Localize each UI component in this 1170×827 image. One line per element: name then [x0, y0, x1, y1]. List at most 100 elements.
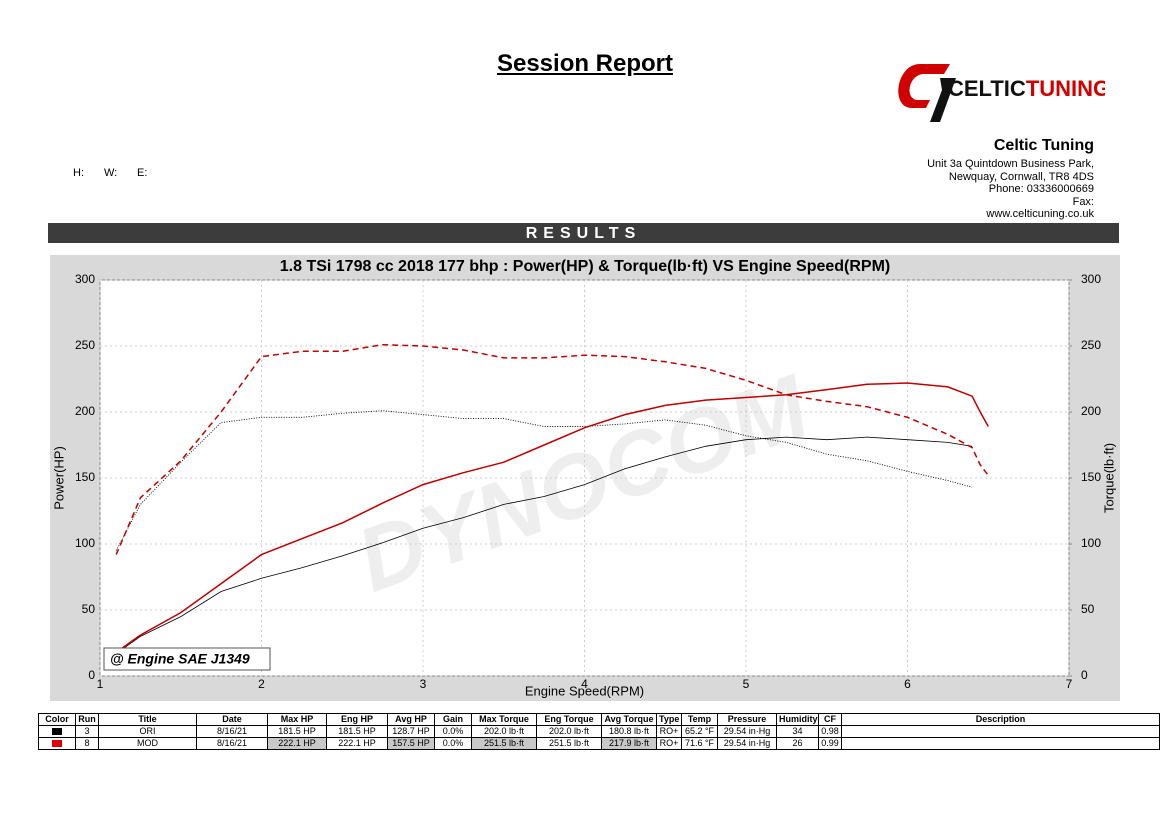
y-tick-label: 250 — [75, 338, 95, 352]
y2-axis-label: Torque(lb·ft) — [1101, 443, 1116, 513]
table-cell: 8 — [75, 737, 99, 750]
x-tick-label: 3 — [420, 677, 427, 691]
logo-part: CELTIC — [948, 76, 1026, 101]
x-axis-label: Engine Speed(RPM) — [525, 683, 644, 698]
company-line: Newquay, Cornwall, TR8 4DS — [948, 170, 1094, 183]
x-tick-label: 7 — [1066, 677, 1073, 691]
table-cell: 202.0 lb·ft — [471, 725, 537, 738]
table-cell: 217.9 lb·ft — [601, 737, 657, 750]
table-cell: RO+ — [656, 725, 682, 738]
run-table: Color Run Title Date Max HP Eng HP Avg HP Gain M… — [38, 713, 1160, 750]
field: E: — [137, 167, 148, 179]
color-swatch — [52, 740, 62, 748]
table-cell: 8/16/21 — [196, 725, 268, 738]
x-tick-label: 4 — [581, 677, 588, 691]
table-cell: 222.1 HP — [267, 737, 327, 750]
field: W: — [104, 167, 118, 179]
table-cell: 29.54 in·Hg — [717, 725, 777, 738]
y2-tick-label: 0 — [1081, 668, 1088, 682]
logo-text: CELTICTUNING — [948, 76, 1105, 101]
x-tick-label: 2 — [258, 677, 265, 691]
column-header: CF — [818, 713, 842, 726]
field: H: — [73, 167, 84, 179]
column-header: Avg HP — [387, 713, 435, 726]
annotation-box — [103, 647, 271, 671]
table-cell: 34 — [776, 725, 819, 738]
y2-tick-label: 150 — [1081, 470, 1101, 484]
y-tick-label: 200 — [75, 404, 95, 418]
chart-title: 1.8 TSi 1798 cc 2018 177 bhp : Power(HP)… — [280, 258, 891, 275]
table-cell: 71.6 °F — [681, 737, 718, 750]
column-header: Max Torque — [471, 713, 537, 726]
y-tick-label: 0 — [88, 668, 95, 682]
y2-tick-label: 200 — [1081, 404, 1101, 418]
y2-tick-label: 100 — [1081, 536, 1101, 550]
table-cell: 181.5 HP — [326, 725, 388, 738]
table-cell: MOD — [98, 737, 197, 750]
description-cell — [841, 737, 1160, 750]
column-header: Date — [196, 713, 268, 726]
y-axis-label: Power(HP) — [51, 446, 66, 510]
company-line: Fax: — [1072, 195, 1094, 208]
table-row: 3 ORI 8/16/21 181.5 HP 181.5 HP 128.7 HP 0.0% 2… — [38, 725, 1160, 738]
report-title-text: Session Report — [496, 50, 674, 77]
logo-mark — [930, 78, 956, 122]
column-header: Type — [656, 713, 682, 726]
column-header: Max HP — [267, 713, 327, 726]
data-line — [115, 343, 989, 555]
table-cell: 128.7 HP — [387, 725, 435, 738]
y2-tick-label: 50 — [1081, 602, 1095, 616]
table-cell: 3 — [75, 725, 99, 738]
column-header: Description — [841, 713, 1160, 726]
chart: 1.8 TSi 1798 cc 2018 177 bhp : Power(HP)… — [50, 255, 1120, 701]
table-cell: 202.0 lb·ft — [536, 725, 602, 738]
company: Celtic Tuning Unit 3a Quintdown Business … — [927, 136, 1094, 221]
section-bar: RESULTS — [48, 223, 1119, 243]
table-header: Color Run Title Date Max HP Eng HP Avg HP Gain M… — [38, 713, 1160, 726]
company-line: Celtic Tuning — [993, 137, 1094, 154]
column-header: Title — [98, 713, 197, 726]
column-header: Gain — [434, 713, 472, 726]
column-header: Eng Torque — [536, 713, 602, 726]
company-line: Phone: 03336000669 — [988, 183, 1094, 195]
table-cell: 181.5 HP — [267, 725, 327, 738]
company-line: Unit 3a Quintdown Business Park, — [927, 158, 1094, 170]
logo-mark — [898, 64, 950, 108]
x-tick-label: 6 — [904, 677, 911, 691]
company-line: www.celticuning.co.uk — [986, 208, 1094, 220]
table-cell: 222.1 HP — [326, 737, 388, 750]
description-cell — [841, 725, 1160, 738]
table-cell: 0.99 — [818, 737, 842, 750]
logo-part: TUNING — [1026, 76, 1105, 101]
column-header: Pressure — [717, 713, 777, 726]
table-cell: 29.54 in·Hg — [717, 737, 777, 750]
table-cell: RO+ — [656, 737, 682, 750]
y2-tick-label: 250 — [1081, 338, 1101, 352]
column-header: Temp — [681, 713, 718, 726]
column-header: Humidity — [776, 713, 819, 726]
table-cell: 180.8 lb·ft — [601, 725, 657, 738]
table-cell: 65.2 °F — [681, 725, 718, 738]
report-title: Session Report — [0, 50, 1170, 78]
table-cell: 251.5 lb·ft — [471, 737, 537, 750]
table-cell: ORI — [98, 725, 197, 738]
color-swatch — [52, 728, 62, 736]
table-cell: 0.98 — [818, 725, 842, 738]
table-cell: 26 — [776, 737, 819, 750]
column-header: Color — [38, 713, 76, 726]
y-tick-label: 100 — [75, 536, 95, 550]
annotation: @ Engine SAE J1349 — [110, 651, 250, 667]
column-header: Run — [75, 713, 99, 726]
logo: CELTICTUNING — [898, 64, 1105, 122]
y2-tick-label: 300 — [1081, 272, 1101, 286]
x-tick-label: 1 — [97, 677, 104, 691]
column-header: Eng HP — [326, 713, 388, 726]
table-cell: 0.0% — [434, 737, 472, 750]
table-cell: 8/16/21 — [196, 737, 268, 750]
column-header: Avg Torque — [601, 713, 657, 726]
color-cell — [38, 725, 76, 738]
table-cell: 157.5 HP — [387, 737, 435, 750]
y-tick-label: 300 — [75, 272, 95, 286]
table-cell: 251.5 lb·ft — [536, 737, 602, 750]
